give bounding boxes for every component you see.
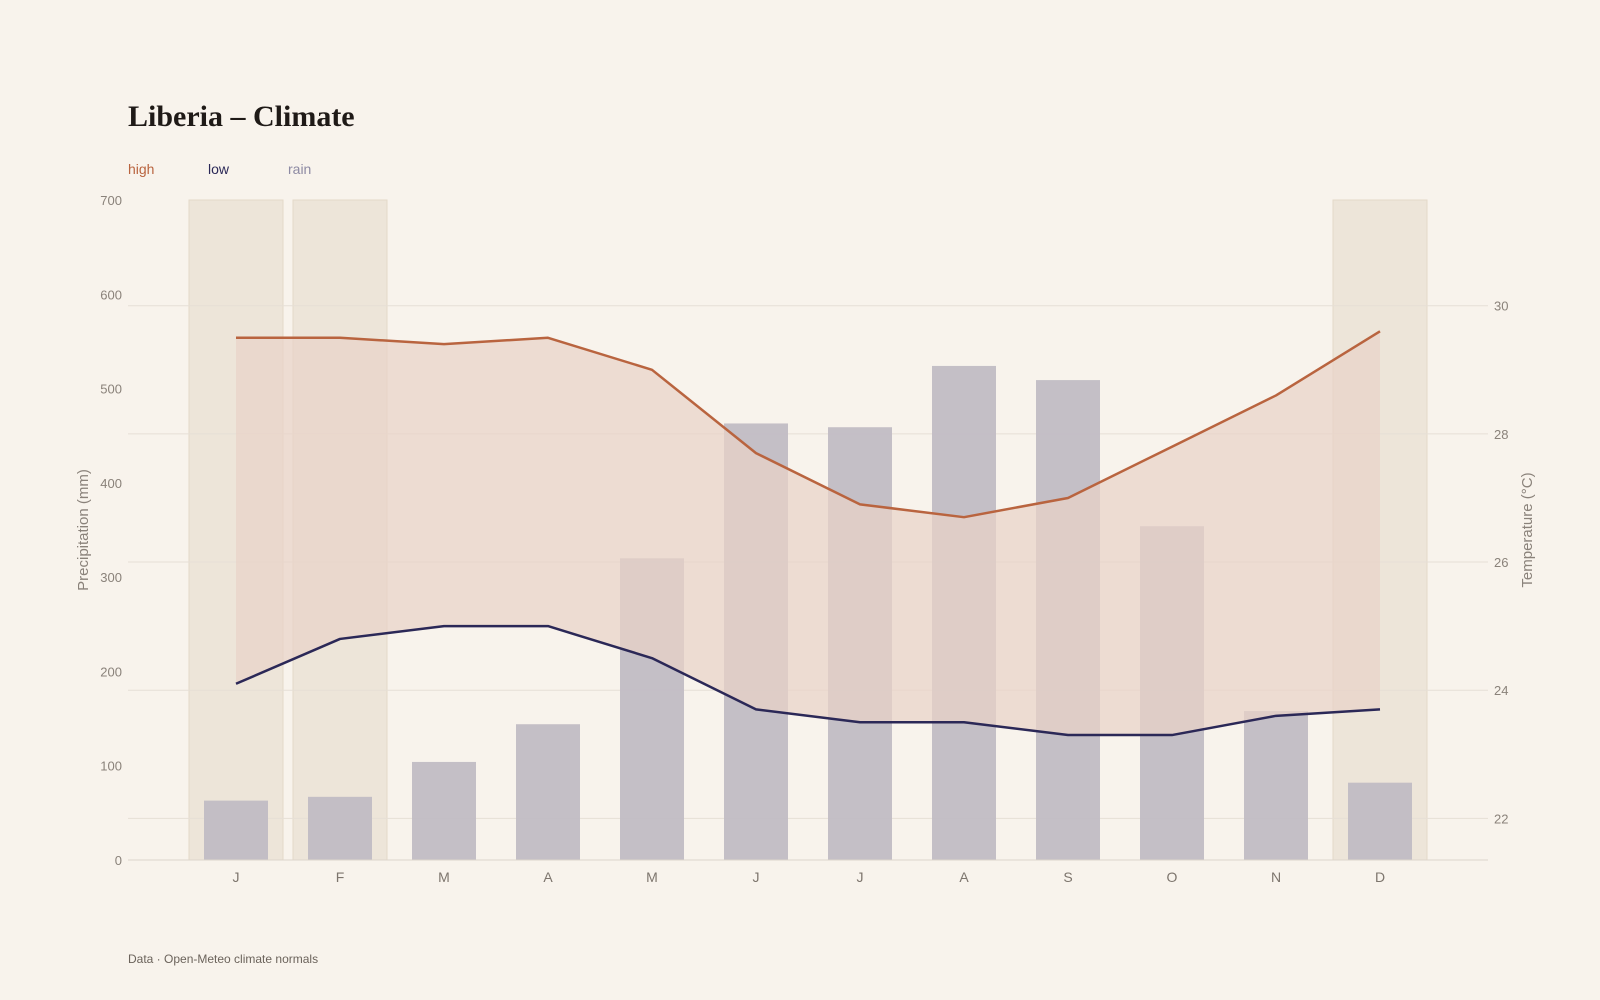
axis-ticks: 0 100 200 300 400 500 600 700 22 24 26 28 30 J F M A M J J A… xyxy=(100,193,1508,885)
x-tick-8: S xyxy=(1063,869,1072,885)
y-tick-left-600: 600 xyxy=(100,287,122,302)
temperature-lines xyxy=(235,330,1381,737)
x-tick-1: F xyxy=(336,869,345,885)
legend-item-rain: rain xyxy=(288,161,312,177)
x-tick-7: A xyxy=(959,869,969,885)
y-tick-left-300: 300 xyxy=(100,570,122,585)
y-tick-left-0: 0 xyxy=(115,853,122,868)
y-tick-left-700: 700 xyxy=(100,193,122,208)
y-tick-right-24: 24 xyxy=(1494,683,1508,698)
y-tick-right-22: 22 xyxy=(1494,811,1508,826)
y-tick-right-28: 28 xyxy=(1494,427,1508,442)
x-tick-0: J xyxy=(233,869,240,885)
rain-bar-2 xyxy=(412,761,476,860)
chart-title: Liberia – Climate xyxy=(128,100,355,133)
y-tick-left-400: 400 xyxy=(100,476,122,491)
rain-bar-11 xyxy=(1348,782,1412,860)
x-tick-3: A xyxy=(543,869,553,885)
x-tick-5: J xyxy=(753,869,760,885)
y-tick-left-500: 500 xyxy=(100,382,122,397)
x-tick-9: O xyxy=(1167,869,1178,885)
y-axis-title-left: Precipitation (mm) xyxy=(75,469,92,591)
low-temperature-line xyxy=(235,624,1381,737)
rain-bar-1 xyxy=(308,796,372,860)
temperature-band xyxy=(236,331,1380,736)
rain-bar-3 xyxy=(516,724,580,860)
legend-item-high: high xyxy=(128,161,155,177)
data-source-note: Data · Open-Meteo climate normals xyxy=(128,952,319,966)
y-tick-right-30: 30 xyxy=(1494,299,1508,314)
rain-bar-0 xyxy=(204,800,268,860)
x-tick-6: J xyxy=(857,869,864,885)
x-tick-4: M xyxy=(646,869,658,885)
x-tick-10: N xyxy=(1271,869,1281,885)
high-temperature-line xyxy=(236,330,1381,519)
y-tick-right-26: 26 xyxy=(1494,555,1508,570)
x-tick-11: D xyxy=(1375,869,1385,885)
y-axis-title-right: Temperature (°C) xyxy=(1519,472,1536,587)
temperature-range-area xyxy=(236,331,1380,736)
y-tick-left-200: 200 xyxy=(100,664,122,679)
legend-item-low: low xyxy=(208,161,230,177)
rain-bar-10 xyxy=(1244,711,1308,860)
y-tick-left-100: 100 xyxy=(100,759,122,774)
x-tick-2: M xyxy=(438,869,450,885)
